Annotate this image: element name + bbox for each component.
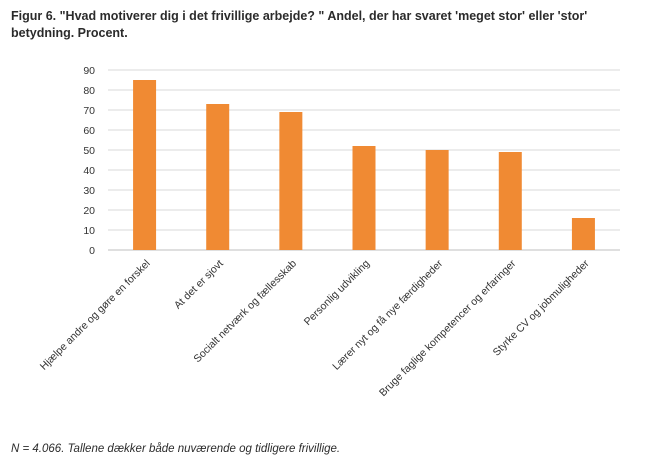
y-tick-label: 30 [83,185,95,197]
x-category-label: At det er sjovt [172,258,226,312]
bar [206,104,230,250]
y-tick-label: 70 [83,105,95,117]
bar [425,150,449,250]
bar [352,146,376,250]
bar [571,218,595,250]
x-category-label: Hjælpe andre og gøre en forskel [38,258,153,373]
y-tick-label: 50 [83,145,95,157]
x-category-label: Bruge faglige kompetencer og erfaringer [377,257,519,399]
y-tick-label: 90 [83,65,95,77]
bar [498,152,522,250]
category-labels: Hjælpe andre og gøre en forskel At det er… [38,257,592,399]
y-tick-label: 60 [83,125,95,137]
y-axis-ticks: 0 10 20 30 40 50 60 70 80 90 [83,65,95,257]
bars [133,80,595,250]
bar [279,112,303,250]
y-tick-label: 10 [83,225,95,237]
y-tick-label: 40 [83,165,95,177]
y-tick-label: 20 [83,205,95,217]
y-tick-label: 80 [83,85,95,97]
chart-title: Figur 6. "Hvad motiverer dig i det frivi… [11,9,588,40]
gridlines [108,69,620,251]
footnote: N = 4.066. Tallene dækker både nuværende… [11,443,341,455]
y-tick-label: 0 [89,245,95,257]
x-category-label: Personlig udvikling [302,258,373,329]
bar-chart: 0 10 20 30 40 50 60 70 80 90 Hjælpe andre og gøre… [38,65,620,399]
bar [133,80,157,250]
